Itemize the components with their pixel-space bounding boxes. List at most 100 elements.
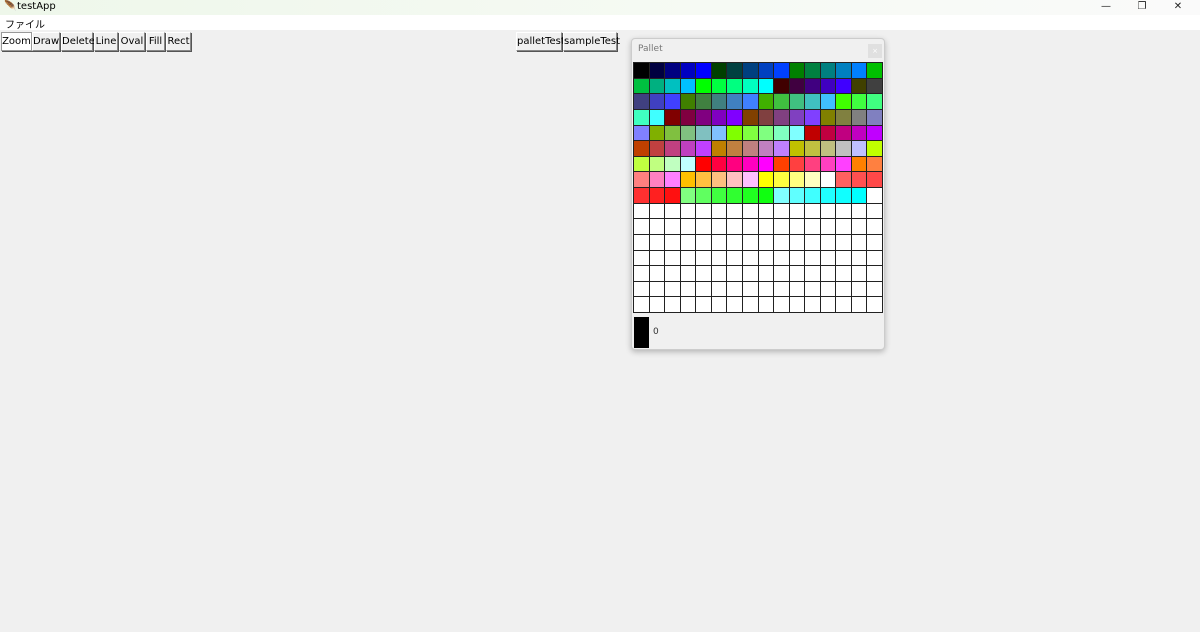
color-cell[interactable] [696, 219, 711, 234]
color-cell[interactable] [742, 78, 758, 94]
color-cell[interactable] [711, 109, 727, 125]
color-cell[interactable] [758, 109, 774, 125]
color-cell[interactable] [867, 172, 882, 187]
color-cell[interactable] [680, 125, 696, 141]
color-cell[interactable] [774, 203, 789, 219]
color-cell[interactable] [789, 250, 805, 266]
color-cell[interactable] [805, 281, 820, 297]
color-cell[interactable] [774, 297, 789, 312]
color-cell[interactable] [742, 219, 758, 234]
color-cell[interactable] [867, 234, 882, 250]
color-cell[interactable] [774, 234, 789, 250]
color-cell[interactable] [851, 188, 867, 203]
color-cell[interactable] [665, 234, 680, 250]
color-cell[interactable] [758, 250, 774, 266]
color-cell[interactable] [711, 141, 727, 156]
color-cell[interactable] [649, 281, 665, 297]
close-icon[interactable]: × [868, 44, 882, 58]
color-cell[interactable] [634, 234, 649, 250]
color-cell[interactable] [867, 250, 882, 266]
tool-draw-button[interactable]: Draw [32, 32, 60, 51]
color-cell[interactable] [867, 188, 882, 203]
color-cell[interactable] [665, 109, 680, 125]
color-cell[interactable] [711, 219, 727, 234]
color-cell[interactable] [634, 281, 649, 297]
color-cell[interactable] [836, 219, 851, 234]
color-cell[interactable] [742, 297, 758, 312]
color-cell[interactable] [711, 250, 727, 266]
color-cell[interactable] [711, 203, 727, 219]
color-cell[interactable] [774, 63, 789, 78]
color-cell[interactable] [680, 250, 696, 266]
color-cell[interactable] [805, 78, 820, 94]
color-cell[interactable] [680, 188, 696, 203]
color-cell[interactable] [649, 219, 665, 234]
color-cell[interactable] [727, 156, 742, 172]
color-cell[interactable] [805, 109, 820, 125]
color-cell[interactable] [836, 94, 851, 109]
color-cell[interactable] [789, 172, 805, 187]
color-cell[interactable] [665, 94, 680, 109]
color-cell[interactable] [727, 109, 742, 125]
color-cell[interactable] [649, 297, 665, 312]
color-cell[interactable] [649, 63, 665, 78]
palletTest-button[interactable]: palletTest [516, 32, 565, 51]
color-cell[interactable] [680, 297, 696, 312]
color-cell[interactable] [789, 234, 805, 250]
color-cell[interactable] [851, 219, 867, 234]
color-cell[interactable] [680, 234, 696, 250]
color-cell[interactable] [820, 94, 836, 109]
color-cell[interactable] [711, 266, 727, 281]
color-cell[interactable] [820, 234, 836, 250]
color-cell[interactable] [851, 234, 867, 250]
color-cell[interactable] [649, 78, 665, 94]
color-cell[interactable] [727, 281, 742, 297]
color-cell[interactable] [789, 94, 805, 109]
color-cell[interactable] [711, 78, 727, 94]
color-cell[interactable] [649, 141, 665, 156]
color-cell[interactable] [867, 63, 882, 78]
color-cell[interactable] [867, 281, 882, 297]
tool-line-button[interactable]: Line [94, 32, 118, 51]
color-cell[interactable] [758, 266, 774, 281]
color-cell[interactable] [727, 94, 742, 109]
color-cell[interactable] [727, 266, 742, 281]
color-cell[interactable] [742, 109, 758, 125]
color-cell[interactable] [649, 203, 665, 219]
color-cell[interactable] [805, 266, 820, 281]
color-cell[interactable] [711, 297, 727, 312]
color-cell[interactable] [634, 94, 649, 109]
color-cell[interactable] [742, 203, 758, 219]
color-cell[interactable] [820, 109, 836, 125]
color-cell[interactable] [634, 203, 649, 219]
color-cell[interactable] [727, 141, 742, 156]
color-cell[interactable] [836, 141, 851, 156]
color-cell[interactable] [836, 234, 851, 250]
color-cell[interactable] [727, 234, 742, 250]
color-cell[interactable] [758, 94, 774, 109]
color-cell[interactable] [867, 125, 882, 141]
color-cell[interactable] [758, 188, 774, 203]
color-cell[interactable] [774, 156, 789, 172]
color-cell[interactable] [649, 266, 665, 281]
color-cell[interactable] [789, 266, 805, 281]
color-cell[interactable] [727, 219, 742, 234]
color-cell[interactable] [665, 297, 680, 312]
color-cell[interactable] [805, 188, 820, 203]
color-cell[interactable] [649, 234, 665, 250]
color-cell[interactable] [634, 219, 649, 234]
color-cell[interactable] [665, 141, 680, 156]
color-cell[interactable] [805, 250, 820, 266]
color-cell[interactable] [836, 188, 851, 203]
color-cell[interactable] [836, 281, 851, 297]
color-cell[interactable] [820, 297, 836, 312]
color-cell[interactable] [836, 172, 851, 187]
color-cell[interactable] [805, 141, 820, 156]
color-cell[interactable] [742, 188, 758, 203]
tool-delete-button[interactable]: Delete [61, 32, 95, 51]
color-cell[interactable] [758, 63, 774, 78]
color-cell[interactable] [758, 234, 774, 250]
color-cell[interactable] [680, 156, 696, 172]
color-cell[interactable] [820, 78, 836, 94]
color-cell[interactable] [851, 78, 867, 94]
